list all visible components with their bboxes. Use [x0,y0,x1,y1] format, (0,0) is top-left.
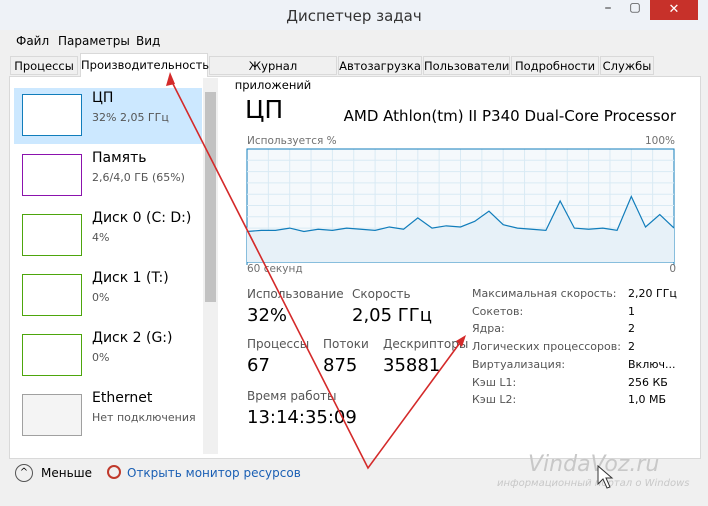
tab[interactable]: Журнал приложений [209,56,337,92]
stat-value: 32% [247,305,288,326]
stat-label: Скорость [352,287,411,301]
detail-label: Максимальная скорость: [472,287,617,300]
stat-value: 35881 [383,355,441,376]
close-button[interactable]: ✕ [650,0,698,20]
collapse-icon[interactable]: ^ [15,464,33,482]
stat-value: 2,05 ГГц [352,305,433,326]
tab[interactable]: Процессы [10,56,78,75]
maximize-button[interactable]: ▢ [629,0,641,14]
sidebar-item-detail: 0% [92,291,110,304]
x-tick-label: 0 [669,263,676,275]
monitor-icon [107,465,121,479]
detail-label: Кэш L1: [472,375,517,389]
sidebar-item-detail: Нет подключения [92,411,196,424]
sidebar-thumbnail[interactable] [22,334,82,376]
title-bar [0,0,708,30]
stat-value: 67 [247,355,270,376]
tab[interactable]: Производительность [80,53,209,77]
sidebar-item-name[interactable]: ЦП [92,90,114,106]
tab[interactable]: Пользователи [423,56,510,75]
stat-label: Потоки [323,337,369,351]
sidebar-thumbnail[interactable] [22,214,82,256]
tab[interactable]: Подробности [511,56,599,75]
sidebar-thumbnail[interactable] [22,274,82,316]
sidebar-item-name[interactable]: Диск 1 (T:) [92,270,169,286]
sidebar-item-detail: 32% 2,05 ГГц [92,111,169,124]
menu-item[interactable]: Файл [16,34,50,48]
detail-label: Виртуализация: [472,357,566,371]
detail-label: Сокетов: [472,304,524,318]
menu-item[interactable]: Параметры [58,34,130,48]
detail-value: 2 [628,340,635,354]
stat-value: 13:14:35:09 [247,407,357,428]
tab[interactable]: Службы [600,56,654,75]
detail-label: Логических процессоров: [472,340,621,354]
sidebar-thumbnail[interactable] [22,154,82,196]
y-tick-label: 100% [644,135,675,147]
minimize-button[interactable]: – [604,0,612,16]
detail-value: 2 [628,322,635,336]
stat-label: Процессы [247,337,310,351]
menu-item[interactable]: Вид [136,34,161,48]
detail-value: Включ... [628,357,676,371]
x-tick-label: 60 секунд [247,263,303,275]
sidebar-thumbnail[interactable] [22,394,82,436]
detail-label: Ядра: [472,322,505,336]
sidebar-item-detail: 4% [92,231,110,244]
watermark-tagline: информационный портал о Windows [497,478,690,489]
sidebar-item-name[interactable]: Ethernet [92,390,153,406]
sidebar-item-name[interactable]: Диск 0 (C: D:) [92,210,192,226]
sidebar-item-detail: 0% [92,351,110,364]
fewer-details-link[interactable]: Меньше [41,466,93,480]
tab[interactable]: Автозагрузка [338,56,422,75]
detail-value: 1,0 МБ [628,393,667,407]
detail-label: Кэш L2: [472,393,517,407]
stat-label: Использование [247,287,344,301]
sidebar-item-name[interactable]: Диск 2 (G:) [92,330,173,346]
resource-monitor-link[interactable]: Открыть монитор ресурсов [127,466,301,480]
detail-value: 2,20 ГГц [628,287,677,300]
stat-value: 875 [323,355,358,376]
sidebar-item-name[interactable]: Память [92,150,147,166]
detail-value: 1 [628,304,635,318]
sidebar-item-detail: 2,6/4,0 ГБ (65%) [92,171,185,184]
watermark-site: VindaVoz.ru [528,452,660,477]
stat-label: Время работы [247,389,337,403]
window-title: Диспетчер задач [286,7,422,25]
sidebar-thumbnail[interactable] [22,94,82,136]
detail-value: 256 КБ [628,375,668,389]
stat-label: Дескрипторы [383,337,469,351]
